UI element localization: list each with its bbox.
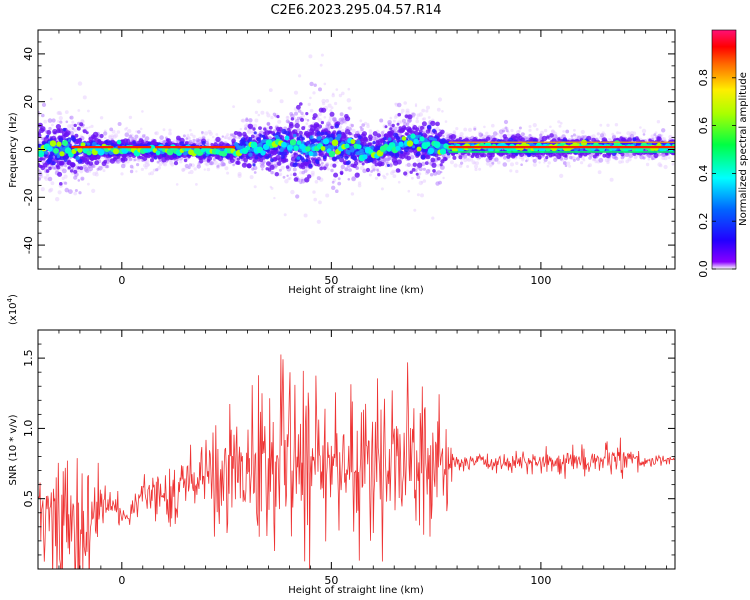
spectrogram-image: [38, 53, 675, 224]
colorbar-tick-label: 0.8: [697, 69, 710, 87]
snr-xtick-label: 0: [118, 574, 125, 587]
snr-ytick-label: 1.5: [22, 349, 35, 367]
snr-xtick-label: 100: [530, 574, 551, 587]
colorbar-ticks: 0.0 0.2 0.4 0.6 0.8: [697, 69, 736, 278]
spectrogram-ytick-label: 20: [22, 95, 35, 109]
snr-ytick-label: 1.0: [22, 420, 35, 438]
colorbar-tick-label: 0.0: [697, 260, 710, 278]
snr-panel: 0 50 100 0.5 1.0 1.5 Height of straight line …: [6, 294, 676, 596]
spectrogram-xtick-label: 0: [118, 274, 125, 287]
snr-scale-exp: 4: [6, 297, 14, 302]
snr-xtick-label: 50: [324, 574, 338, 587]
colorbar-tick-label: 0.4: [697, 165, 710, 183]
spectrogram-ytick-label: 0: [22, 146, 35, 153]
spectrogram-xtick-label: 100: [530, 274, 551, 287]
snr-series: [38, 354, 675, 569]
colorbar-label: Normalized spectral amplitude: [738, 72, 749, 226]
snr-ticks: 0 50 100 0.5 1.0 1.5: [22, 330, 675, 587]
colorbar: 0.0 0.2 0.4 0.6 0.8 Normalized spectral ampl…: [697, 29, 749, 278]
snr-scale-note: (x104): [6, 294, 19, 325]
snr-frame: [37, 329, 676, 570]
colorbar-gradient: [711, 29, 737, 270]
figure-title: C2E6.2023.295.04.57.R14: [270, 3, 441, 18]
snr-line: [38, 354, 675, 569]
snr-xlabel: Height of straight line (km): [288, 585, 424, 596]
snr-ylabel: SNR (10 * v/v): [8, 414, 19, 485]
spectrogram-panel: 0 50 100 -40 -20 0 20 40 Height of straight lin…: [8, 29, 676, 296]
colorbar-tick-label: 0.6: [697, 117, 710, 135]
spectrogram-ytick-label: -20: [22, 188, 35, 206]
snr-scale-prefix: (x10: [8, 302, 19, 325]
spectrogram-ytick-label: 40: [22, 47, 35, 61]
spectrogram-ticks: 0 50 100 -40 -20 0 20 40: [22, 30, 675, 287]
spectrogram-xlabel: Height of straight line (km): [288, 285, 424, 296]
spectrogram-ytick-label: -40: [22, 236, 35, 254]
colorbar-tick-label: 0.2: [697, 212, 710, 230]
spectrogram-hotline: [71, 141, 675, 153]
snr-ytick-label: 0.5: [22, 490, 35, 508]
spectrogram-ylabel: Frequency (Hz): [8, 112, 19, 188]
spectrogram-xtick-label: 50: [324, 274, 338, 287]
